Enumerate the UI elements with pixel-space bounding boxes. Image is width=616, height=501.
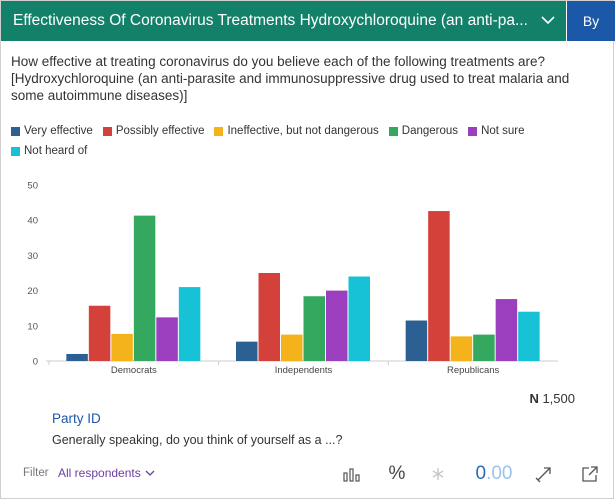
y-tick-label: 40	[27, 216, 38, 227]
legend-item[interactable]: Dangerous	[388, 123, 459, 139]
legend-item[interactable]: Ineffective, but not dangerous	[214, 123, 379, 139]
bar	[495, 299, 518, 361]
legend-label: Ineffective, but not dangerous	[227, 125, 379, 137]
chart-header[interactable]: Effectiveness Of Coronavirus Treatments …	[1, 1, 566, 41]
percent-toggle-button[interactable]: %	[388, 463, 406, 484]
bar	[326, 290, 348, 361]
bar	[518, 311, 540, 361]
x-tick-label: Independents	[275, 365, 333, 376]
y-tick-label: 10	[27, 321, 38, 332]
legend-swatch	[214, 126, 224, 136]
bar	[156, 317, 178, 361]
x-tick-label: Democrats	[111, 365, 157, 376]
legend-label: Not heard of	[24, 145, 88, 157]
chart-title[interactable]: Effectiveness Of Coronavirus Treatments …	[13, 12, 528, 29]
filter-value: All respondents	[58, 466, 141, 480]
bar	[303, 296, 325, 361]
chart-legend: Very effective Possibly effective Ineffect…	[11, 123, 601, 159]
sample-size: N 1,500	[529, 391, 575, 406]
y-tick-label: 20	[27, 286, 38, 297]
question-text: How effective at treating coronavirus do…	[11, 54, 570, 103]
legend-label: Not sure	[481, 125, 525, 137]
bar	[133, 215, 156, 361]
legend-swatch	[11, 126, 20, 136]
bar-chart-icon[interactable]	[341, 461, 363, 487]
asterisk-icon[interactable]	[428, 461, 448, 487]
bar	[111, 333, 133, 361]
bar	[88, 305, 111, 361]
variable-question: Generally speaking, do you think of your…	[52, 433, 343, 447]
bar	[450, 336, 473, 361]
decimal-rest: .00	[486, 463, 513, 484]
bar	[66, 353, 88, 361]
legend-label: Very effective	[24, 125, 93, 137]
bar	[258, 273, 280, 361]
decimal-places-button[interactable]: 0.00	[469, 461, 519, 487]
chevron-down-icon[interactable]	[538, 10, 558, 30]
y-tick-label: 50	[27, 181, 38, 192]
chevron-down-icon	[145, 470, 155, 476]
bar	[348, 276, 370, 361]
variable-name[interactable]: Party ID	[52, 411, 101, 426]
filter-label: Filter	[23, 467, 49, 479]
sample-size-prefix: N	[529, 391, 539, 406]
legend-item[interactable]: Very effective	[11, 123, 93, 139]
y-tick-label: 0	[33, 357, 38, 368]
legend-item[interactable]: Possibly effective	[102, 123, 205, 139]
bar-chart: 0 10 20 30 40 50 Democrats Independents Republic…	[27, 181, 558, 376]
decimal-zero: 0	[475, 463, 487, 484]
bar	[405, 320, 428, 361]
legend-swatch	[388, 126, 398, 136]
by-button[interactable]: By	[567, 1, 615, 41]
x-tick-label: Republicans	[447, 365, 500, 376]
bar	[236, 341, 258, 361]
bar	[281, 334, 303, 361]
y-tick-label: 30	[27, 251, 38, 262]
legend-swatch	[11, 146, 20, 156]
bar	[428, 211, 450, 361]
legend-label: Dangerous	[401, 125, 459, 137]
legend-label: Possibly effective	[115, 125, 205, 137]
footer-toolbar: Filter All respondents % 0.00	[1, 456, 613, 496]
legend-swatch	[102, 126, 112, 136]
bar	[178, 287, 201, 361]
bar	[473, 334, 495, 361]
sample-size-value: 1,500	[542, 391, 575, 406]
expand-icon[interactable]	[579, 461, 601, 487]
legend-item[interactable]: Not heard of	[11, 143, 87, 159]
legend-swatch	[468, 126, 478, 136]
filter-dropdown[interactable]: All respondents	[58, 466, 155, 480]
swap-axes-icon[interactable]	[534, 461, 556, 487]
legend-item[interactable]: Not sure	[468, 123, 525, 139]
